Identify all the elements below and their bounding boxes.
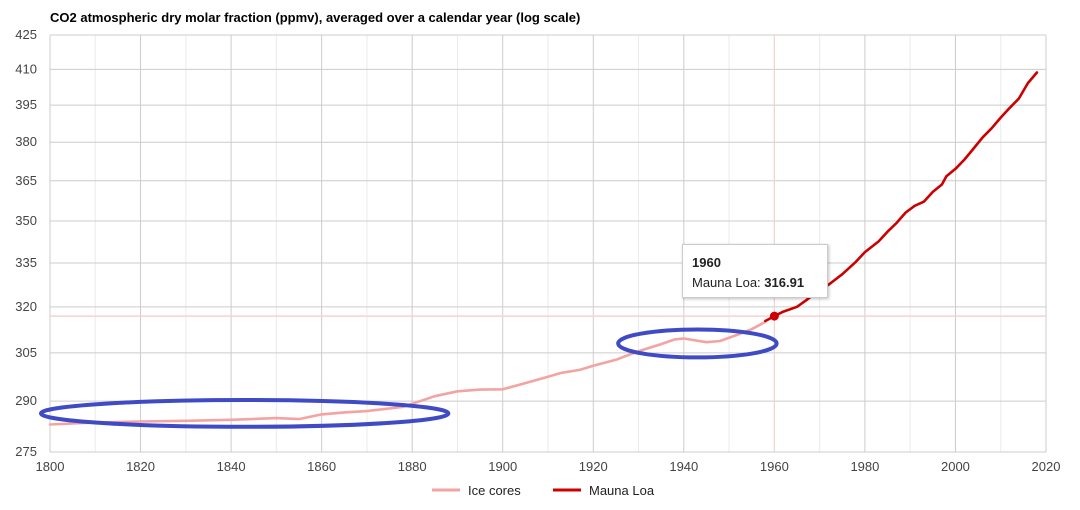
highlight-point (769, 311, 779, 321)
x-tick-label: 1800 (36, 459, 65, 474)
x-tick-label: 1960 (760, 459, 789, 474)
data-tooltip: 1960 Mauna Loa: 316.91 (682, 244, 828, 298)
y-tick-label: 275 (15, 444, 37, 459)
series-lines (48, 71, 1039, 426)
x-tick-label: 1820 (126, 459, 155, 474)
x-tick-label: 2020 (1032, 459, 1061, 474)
x-tick-label: 1920 (579, 459, 608, 474)
highlight-reference-line (50, 35, 1046, 452)
x-tick-label: 2000 (941, 459, 970, 474)
x-tick-label: 1900 (488, 459, 517, 474)
annotation-ellipse (38, 398, 451, 429)
tooltip-row: Mauna Loa: 316.91 (692, 275, 818, 290)
grid-lines (49, 34, 1047, 453)
tooltip-value: 316.91 (764, 275, 805, 290)
ellipse-annotations (38, 327, 779, 429)
tooltip-series-label: Mauna Loa: (692, 275, 765, 290)
chart-title: CO2 atmospheric dry molar fraction (ppmv… (50, 10, 581, 25)
x-tick-label: 1940 (669, 459, 698, 474)
y-tick-label: 290 (15, 393, 37, 408)
y-tick-label: 305 (15, 345, 37, 360)
y-tick-label: 395 (15, 97, 37, 112)
annotation-ellipse (616, 327, 779, 360)
y-tick-label: 365 (15, 173, 37, 188)
series-line-ice-cores (48, 320, 767, 426)
legend[interactable]: Ice cores Mauna Loa (432, 483, 655, 498)
y-tick-label: 350 (15, 213, 37, 228)
y-tick-label: 320 (15, 299, 37, 314)
x-tick-label: 1880 (398, 459, 427, 474)
x-tick-label: 1860 (307, 459, 336, 474)
x-tick-label: 1980 (850, 459, 879, 474)
y-axis-ticks: 425 410 395 380 365 350 335 320 305 290 275 (15, 27, 37, 459)
y-tick-label: 425 (15, 27, 37, 42)
legend-label: Ice cores (468, 483, 521, 498)
y-tick-label: 335 (15, 255, 37, 270)
x-axis-ticks: 1800 1820 1840 1860 1880 1900 1920 1940 1960 1980… (36, 459, 1061, 474)
y-tick-label: 380 (15, 134, 37, 149)
y-tick-label: 410 (15, 61, 37, 76)
legend-label: Mauna Loa (589, 483, 655, 498)
tooltip-year: 1960 (692, 255, 721, 270)
x-tick-label: 1840 (217, 459, 246, 474)
